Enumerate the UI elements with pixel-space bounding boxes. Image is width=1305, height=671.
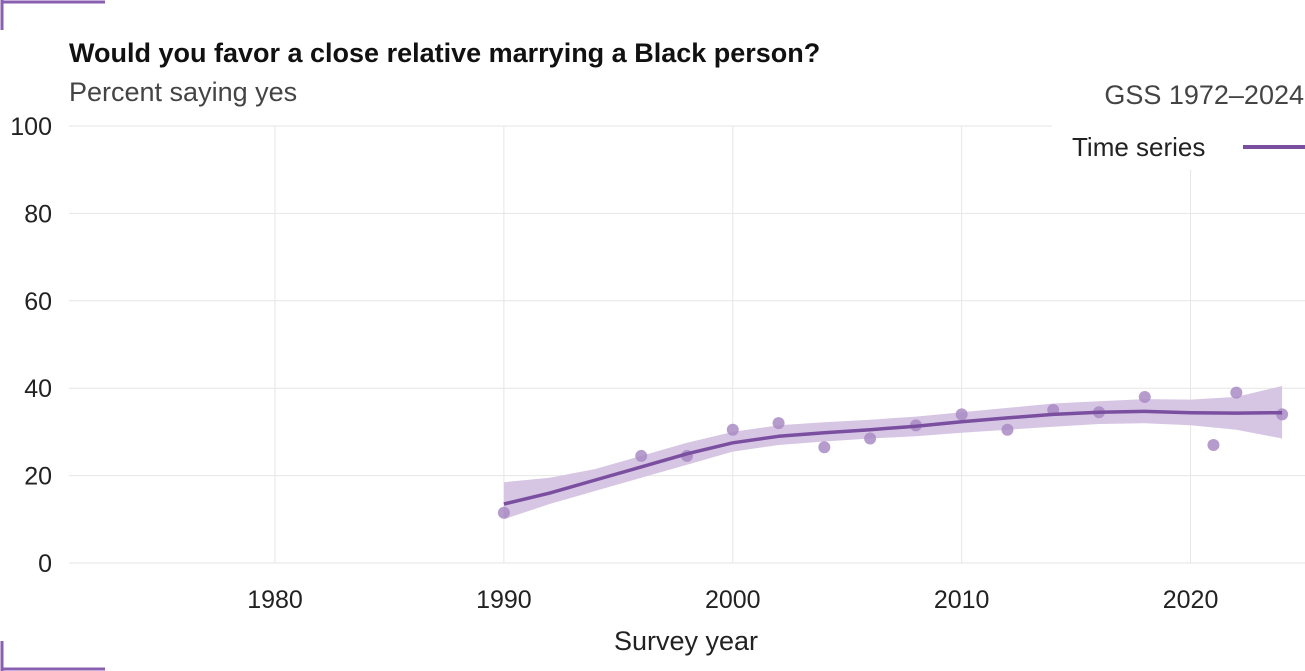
x-tick-label-1990: 1990: [476, 586, 532, 614]
corner-bracket-top: [0, 0, 105, 30]
data-point-2021: [1207, 439, 1220, 452]
data-point-2012: [1001, 423, 1014, 436]
y-axis-ticks: 0 20 40 60 80 100: [10, 113, 52, 578]
data-point-2006: [864, 432, 877, 445]
x-tick-label-2020: 2020: [1163, 586, 1219, 614]
x-axis-title: Survey year: [614, 626, 758, 656]
data-point-2018: [1138, 390, 1151, 403]
data-point-2000: [726, 423, 739, 436]
x-tick-label-2000: 2000: [705, 586, 761, 614]
y-tick-label-60: 60: [24, 288, 52, 316]
data-point-2004: [818, 441, 831, 454]
x-tick-label-1980: 1980: [247, 586, 303, 614]
grid-horizontal: [69, 125, 1305, 564]
legend-background: [1052, 112, 1305, 170]
x-axis-ticks: 1980 1990 2000 2010 2020: [247, 586, 1218, 614]
legend: Time series: [1072, 132, 1305, 162]
corner-brackets: [0, 0, 105, 671]
data-point-2022: [1230, 386, 1243, 399]
grid-vertical: [274, 126, 1192, 563]
chart-title: Would you favor a close relative marryin…: [69, 38, 820, 68]
x-tick-label-2010: 2010: [934, 586, 990, 614]
corner-bracket-bottom: [0, 641, 105, 671]
trend-line: [503, 409, 1283, 506]
data-points: [497, 386, 1289, 519]
chart-caption: GSS 1972–2024: [1104, 80, 1304, 110]
data-point-2002: [772, 417, 785, 430]
y-tick-label-0: 0: [38, 550, 52, 578]
legend-label: Time series: [1072, 132, 1205, 162]
y-tick-label-100: 100: [10, 113, 52, 141]
data-point-1996: [635, 449, 648, 462]
y-tick-label-20: 20: [24, 463, 52, 491]
confidence-band: [503, 386, 1283, 520]
y-tick-label-40: 40: [24, 375, 52, 403]
chart-subtitle: Percent saying yes: [69, 77, 297, 107]
y-tick-label-80: 80: [24, 200, 52, 228]
data-point-2010: [955, 408, 968, 421]
data-point-1990: [497, 506, 510, 519]
